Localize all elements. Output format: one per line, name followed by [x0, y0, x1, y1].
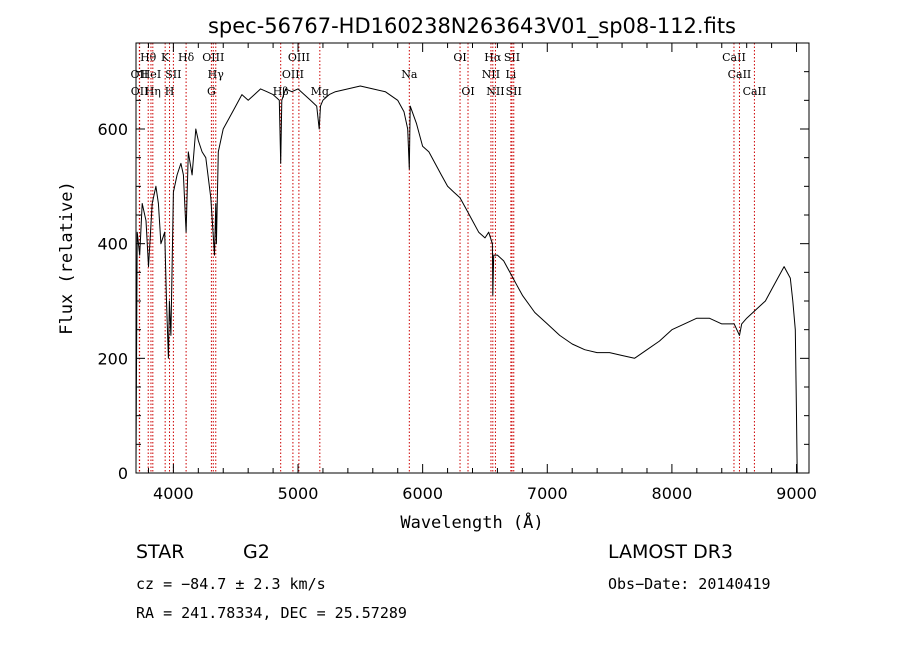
x-tick-label: 4000 — [153, 484, 194, 503]
spectral-line-label: OIII — [202, 51, 224, 64]
spectral-line-label: NII — [482, 68, 500, 81]
spectrum-layer — [135, 85, 798, 474]
y-tick-label: 200 — [97, 349, 128, 368]
spectral-line-label: Hδ — [178, 51, 195, 64]
spectral-line-label: HeI — [141, 68, 161, 81]
x-tick-label: 9000 — [776, 484, 817, 503]
spectral-line-label: Mg — [311, 85, 329, 98]
chart-title: spec-56767-HD160238N263643V01_sp08-112.f… — [208, 14, 736, 39]
y-axis-label: Flux (relative) — [57, 181, 77, 335]
spectrum-line — [135, 85, 798, 474]
y-tick-label: 400 — [97, 235, 128, 254]
spectral-line-label: CaII — [743, 85, 767, 98]
spectral-line-label: OIII — [282, 68, 304, 81]
spectral-line-label: SII — [504, 51, 520, 64]
spectral-line-label: SII — [506, 85, 522, 98]
spectral-line-label: CaII — [722, 51, 746, 64]
x-axis-label: Wavelength (Å) — [400, 511, 543, 533]
spectral-line-label: Hη — [145, 85, 161, 98]
spectral-line-label: OII — [131, 85, 149, 98]
spectral-line-label: Hγ — [208, 68, 225, 81]
x-tick-label: 7000 — [527, 484, 568, 503]
spectral-line-label: NII — [486, 85, 504, 98]
spectral-line-label: SII — [165, 68, 181, 81]
spectral-line-label: OI — [453, 51, 466, 64]
axis-ticks-layer: 4000 5000 6000 7000 8000 9000 0 200 400 600 — [97, 43, 817, 503]
object-subclass: G2 — [243, 541, 270, 563]
y-tick-label: 600 — [97, 120, 128, 139]
spectral-line-label: Hβ — [273, 85, 289, 98]
survey-name: LAMOST DR3 — [608, 541, 733, 563]
spectral-line-label: Hθ — [140, 51, 157, 64]
spectral-line-label: K — [161, 51, 170, 64]
spectral-line-label: Li — [505, 68, 516, 81]
x-tick-label: 8000 — [652, 484, 693, 503]
object-class: STAR — [136, 541, 185, 563]
spectral-line-label: Na — [401, 68, 418, 81]
y-tick-label: 0 — [118, 464, 128, 483]
observation-date: Obs−Date: 20140419 — [608, 575, 771, 593]
spectral-line-label: CaII — [728, 68, 752, 81]
plot-frame — [135, 42, 810, 474]
coordinates: RA = 241.78334, DEC = 25.57289 — [136, 604, 407, 622]
spectral-line-label: H — [165, 85, 175, 98]
spectral-line-label: Hα — [484, 51, 502, 64]
redshift-velocity: cz = −84.7 ± 2.3 km/s — [136, 575, 326, 593]
spectral-line-label: G — [207, 85, 216, 98]
x-tick-label: 6000 — [402, 484, 443, 503]
spectral-line-label: OI — [461, 85, 474, 98]
spectral-line-label: OIII — [288, 51, 310, 64]
x-tick-label: 5000 — [278, 484, 319, 503]
